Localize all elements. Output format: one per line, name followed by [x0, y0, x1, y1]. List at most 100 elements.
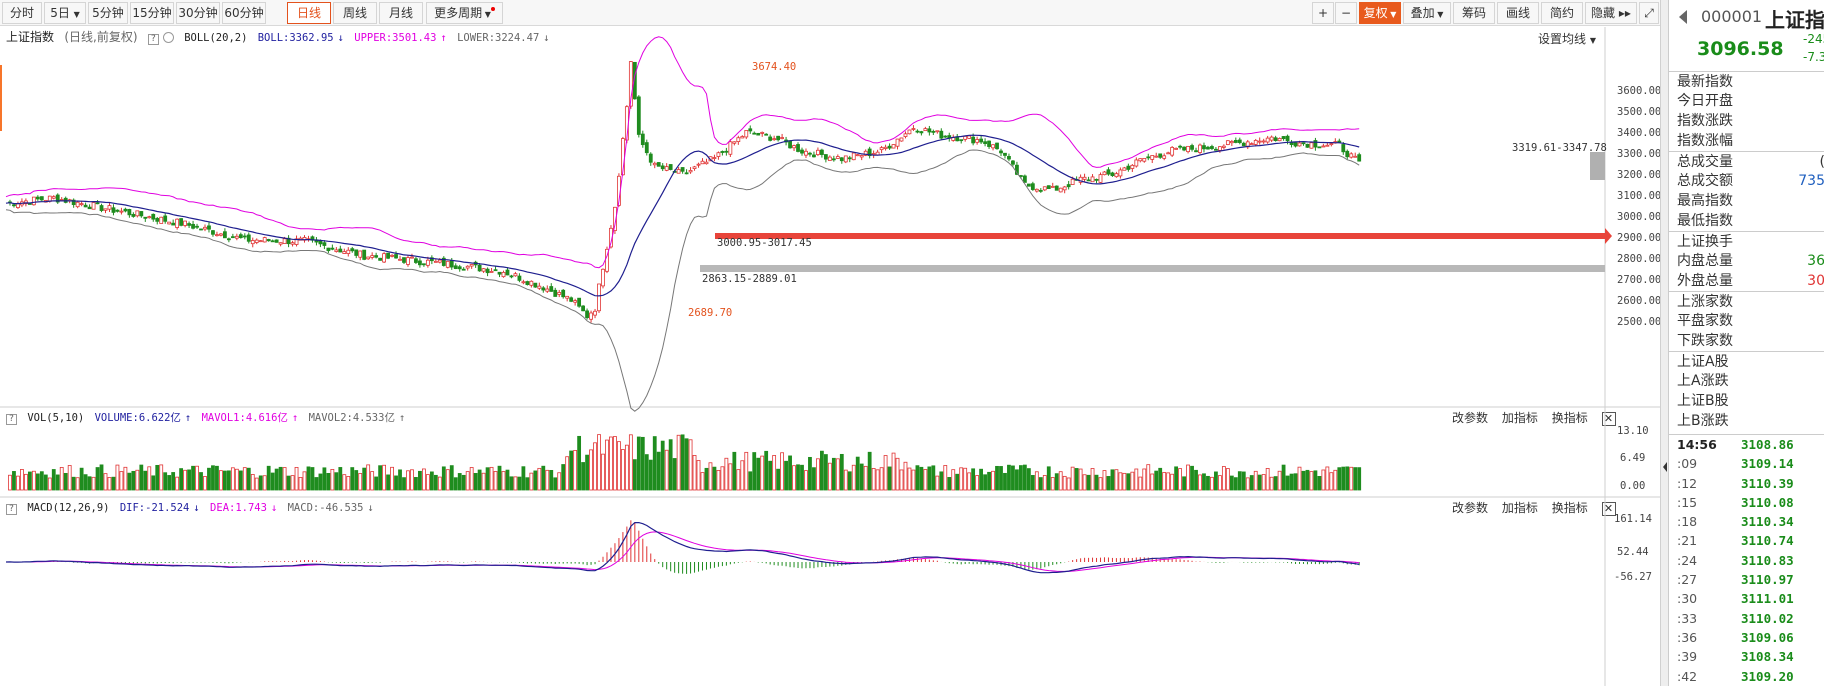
- vol-add-indicator-button[interactable]: 加指标: [1501, 411, 1538, 425]
- period-tab-fenshi[interactable]: 分时: [2, 2, 42, 24]
- close-icon[interactable]: ✕: [1601, 412, 1616, 426]
- quote-stat-row: 外盘总量 30: [1669, 271, 1824, 291]
- candle-body: [199, 228, 203, 231]
- volume-bar: [927, 466, 932, 491]
- volume-bar: [839, 453, 844, 491]
- caret-left-icon[interactable]: [1679, 10, 1687, 24]
- arrow-up-icon: ↑: [398, 412, 406, 424]
- volume-bar: [847, 471, 852, 491]
- volume-bar: [131, 470, 136, 491]
- macd-add-indicator-button[interactable]: 加指标: [1501, 501, 1538, 515]
- volume-bar: [1194, 469, 1198, 491]
- candle-body: [883, 146, 888, 149]
- volume-bar: [947, 477, 952, 491]
- candle-body: [1233, 139, 1238, 143]
- hide-button[interactable]: 隐藏 ▸▸: [1585, 2, 1637, 24]
- candle-body: [788, 140, 792, 149]
- fullscreen-icon: ⤢: [1644, 6, 1654, 20]
- help-icon[interactable]: ?: [6, 504, 17, 515]
- close-icon[interactable]: ✕: [1601, 502, 1616, 516]
- chips-button[interactable]: 筹码: [1453, 2, 1495, 24]
- candle-body: [1198, 144, 1202, 153]
- candle-body: [274, 239, 279, 243]
- chevron-down-icon: ▼: [1589, 36, 1596, 45]
- overlay-button[interactable]: 叠加 ▼: [1403, 2, 1451, 24]
- vol-change-params-button[interactable]: 改参数: [1452, 411, 1489, 425]
- candle-body: [1070, 178, 1075, 185]
- tick-row: :27 3110.97: [1669, 570, 1824, 589]
- volume-bar: [585, 454, 589, 491]
- candle-body: [1285, 135, 1290, 142]
- hide-label: 隐藏: [1591, 6, 1616, 20]
- gear-icon[interactable]: [162, 32, 174, 43]
- candle-body: [246, 234, 251, 242]
- candle-body: [525, 281, 530, 286]
- boll-upper-line: [5, 36, 1360, 269]
- candle-body: [1110, 172, 1115, 177]
- candle-body: [1082, 176, 1087, 180]
- zoom-in-button[interactable]: +: [1312, 2, 1334, 24]
- volume-bar: [931, 465, 936, 491]
- period-tab-monthly[interactable]: 月线: [379, 2, 423, 24]
- candle-body: [414, 258, 418, 263]
- price-change: -245: [1803, 32, 1824, 46]
- period-tab-30min[interactable]: 30分钟: [176, 2, 220, 24]
- volume-bar: [517, 476, 522, 491]
- volume-bar: [1162, 472, 1167, 491]
- fullscreen-button[interactable]: ⤢: [1639, 2, 1659, 24]
- volume-bar: [473, 473, 478, 491]
- macd-change-params-button[interactable]: 改参数: [1452, 501, 1489, 515]
- period-tab-60min[interactable]: 60分钟: [222, 2, 266, 24]
- candle-body: [1218, 146, 1222, 151]
- period-tab-5min[interactable]: 5分钟: [88, 2, 128, 24]
- help-icon[interactable]: ?: [6, 414, 17, 425]
- period-tab-5day[interactable]: 5日 ▼: [44, 2, 86, 24]
- volume-bar: [238, 470, 243, 491]
- zoom-out-button[interactable]: −: [1335, 2, 1357, 24]
- selection-marker: [0, 65, 2, 131]
- panel-splitter[interactable]: [1660, 0, 1668, 686]
- period-tab-15min[interactable]: 15分钟: [130, 2, 174, 24]
- simple-mode-button[interactable]: 简约: [1541, 2, 1583, 24]
- adjust-price-button[interactable]: 复权 ▼: [1359, 2, 1401, 24]
- chevron-down-icon: ▼: [1387, 10, 1397, 19]
- volume-bar: [461, 474, 466, 491]
- candle-body: [533, 282, 538, 288]
- period-tab-weekly[interactable]: 周线: [333, 2, 377, 24]
- volume-bar: [1130, 471, 1135, 491]
- tick-price: 3110.02: [1741, 610, 1794, 626]
- period-tab-more-label: 更多周期: [434, 6, 483, 20]
- volume-bar: [207, 467, 211, 491]
- volume-bar: [453, 477, 458, 491]
- candle-body: [282, 238, 287, 244]
- help-icon[interactable]: ?: [147, 34, 159, 45]
- kline-svg[interactable]: 3600.00 3500.00 3400.00 3300.00 3200.00 …: [0, 27, 1660, 686]
- draw-line-button[interactable]: 画线: [1497, 2, 1539, 24]
- candle-body: [529, 280, 534, 286]
- candle-body: [258, 240, 263, 243]
- macd-switch-indicator-button[interactable]: 换指标: [1551, 501, 1588, 515]
- vol-switch-indicator-button[interactable]: 换指标: [1551, 411, 1588, 425]
- candle-body: [1098, 174, 1103, 183]
- volume-bar: [1011, 465, 1015, 491]
- volume-bar: [1190, 465, 1194, 491]
- candle-body: [931, 130, 936, 133]
- candle-body: [219, 233, 223, 236]
- candle-body: [839, 157, 844, 162]
- volume-bar: [75, 477, 80, 491]
- volume-bar: [855, 456, 860, 491]
- volume-bar: [350, 467, 355, 491]
- volume-bar: [127, 472, 132, 491]
- period-tab-more[interactable]: 更多周期 ▼: [426, 2, 503, 24]
- candle-body: [1257, 140, 1262, 143]
- candle-body: [433, 260, 438, 263]
- candle-body: [1329, 143, 1334, 146]
- volume-bar: [557, 472, 562, 491]
- candle-body: [1007, 156, 1011, 160]
- main-legend: 上证指数 (日线,前复权) ? BOLL(20,2) BOLL:3362.95 ↓…: [6, 29, 554, 45]
- volume-bar: [155, 464, 160, 491]
- volume-bar: [776, 468, 781, 491]
- set-ma-button[interactable]: 设置均线 ▼: [1538, 30, 1596, 47]
- period-tab-daily[interactable]: 日线: [287, 2, 331, 24]
- candle-body: [712, 157, 717, 159]
